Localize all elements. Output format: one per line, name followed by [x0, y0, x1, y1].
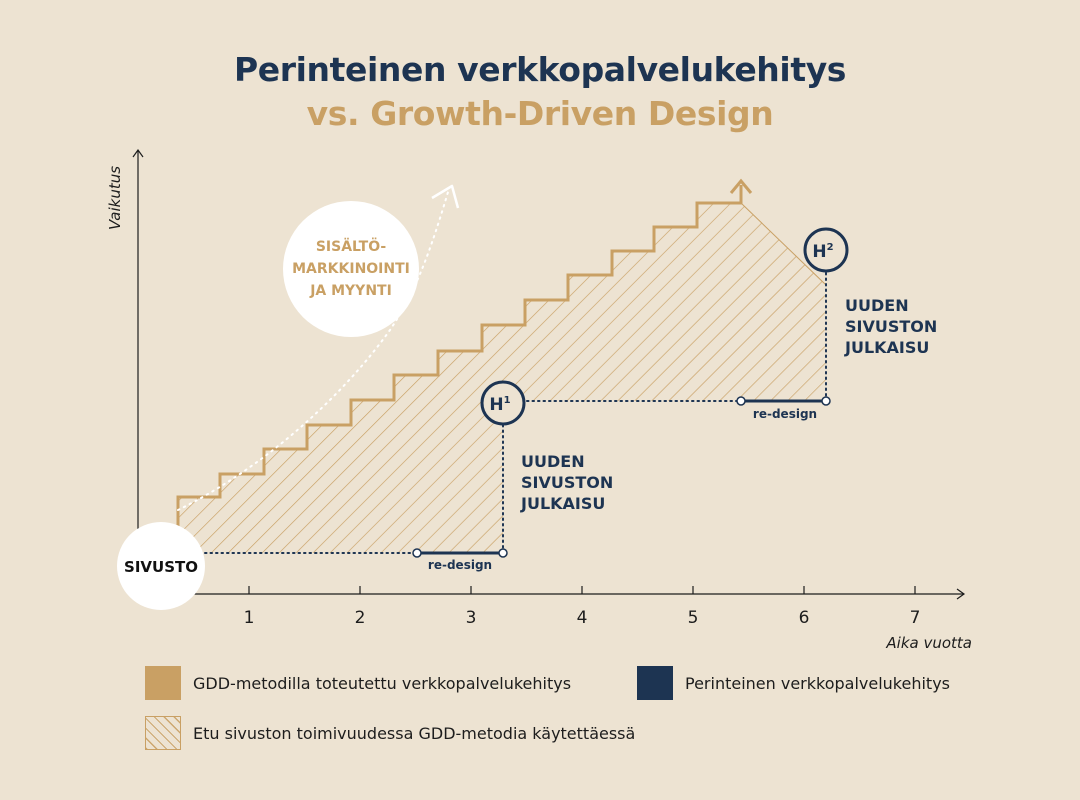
redesign-label-2: re-design — [753, 407, 817, 421]
launch-2-line-1: UUDEN — [845, 296, 909, 315]
benefit-area-edge — [740, 202, 827, 286]
x-tick-label-2: 2 — [355, 608, 366, 628]
launch-2-line-3: JULKAISU — [844, 338, 929, 357]
legend-benefit: Etu sivuston toimivuudessa GDD-metodia k… — [145, 716, 635, 750]
title-line-1: Perinteinen verkkopalvelukehitys — [233, 50, 847, 89]
y-axis-label: Vaikutus — [106, 166, 124, 230]
marketing-line-3: JA MYYNTI — [309, 283, 392, 299]
legend-traditional-label: Perinteinen verkkopalvelukehitys — [685, 673, 951, 693]
redesign-segment-1 — [412, 548, 508, 558]
traditional-path — [204, 269, 827, 554]
gdd-arrow-head — [729, 178, 753, 194]
gdd-staircase-line — [176, 185, 743, 553]
h1-badge-letter: H — [489, 395, 503, 415]
marketing-arrow-head — [431, 184, 460, 209]
x-axis-label: Aika vuotta — [885, 634, 972, 652]
svg-text:H1: H1 — [489, 395, 510, 415]
legend-gdd: GDD-metodilla toteutettu verkkopalveluke… — [145, 666, 571, 700]
x-tick-label-1: 1 — [244, 608, 255, 628]
legend-benefit-swatch — [145, 716, 181, 750]
marketing-circle: SISÄLTÖ- MARKKINOINTI JA MYYNTI — [283, 201, 419, 337]
legend-benefit-label: Etu sivuston toimivuudessa GDD-metodia k… — [193, 723, 636, 743]
legend-gdd-swatch — [145, 666, 181, 700]
redesign-label-1: re-design — [428, 558, 492, 572]
h2-badge-letter: H — [812, 242, 826, 262]
h1-badge-sup: 1 — [504, 395, 511, 406]
h2-badge-sup: 2 — [827, 242, 834, 253]
launch-2-line-2: SIVUSTON — [845, 317, 937, 336]
x-tick-label-3: 3 — [466, 608, 477, 628]
sivusto-circle: SIVUSTO — [117, 522, 205, 610]
x-tick-label-7: 7 — [910, 608, 921, 628]
redesign-segment-2 — [736, 396, 831, 406]
svg-text:H2: H2 — [812, 242, 833, 262]
h2-badge: H2 — [803, 227, 849, 273]
marketing-line-2: MARKKINOINTI — [292, 261, 410, 277]
sivusto-label: SIVUSTO — [124, 558, 198, 576]
y-axis — [132, 148, 144, 594]
x-tick-label-4: 4 — [577, 608, 588, 628]
title-line-2: vs. Growth-Driven Design — [306, 94, 774, 133]
legend-gdd-label: GDD-metodilla toteutettu verkkopalveluke… — [193, 673, 572, 693]
marketing-line-1: SISÄLTÖ- — [316, 237, 387, 255]
legend-traditional-swatch — [637, 666, 673, 700]
launch-1-line-3: JULKAISU — [520, 494, 605, 513]
x-tick-label-5: 5 — [688, 608, 699, 628]
launch-1-line-2: SIVUSTON — [521, 473, 613, 492]
x-tick-label-6: 6 — [799, 608, 810, 628]
h1-badge: H1 — [480, 380, 526, 426]
legend-traditional: Perinteinen verkkopalvelukehitys — [637, 666, 950, 700]
x-axis — [138, 586, 966, 600]
benefit-area — [178, 203, 826, 553]
launch-1-line-1: UUDEN — [521, 452, 585, 471]
marketing-dotted-curve — [177, 191, 449, 511]
